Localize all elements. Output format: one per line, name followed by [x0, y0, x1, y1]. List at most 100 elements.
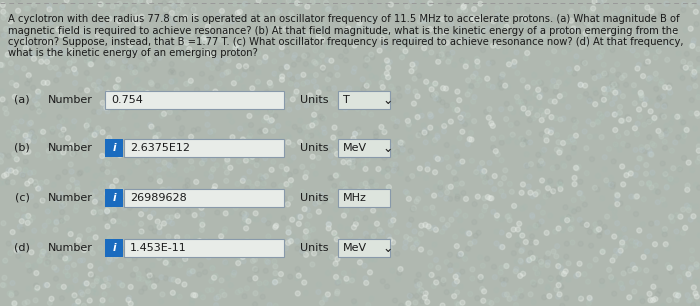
- Circle shape: [455, 194, 460, 199]
- Circle shape: [246, 196, 251, 201]
- Circle shape: [527, 118, 532, 123]
- Circle shape: [155, 105, 160, 110]
- Circle shape: [26, 149, 31, 154]
- Circle shape: [105, 209, 110, 214]
- Circle shape: [100, 182, 105, 187]
- Circle shape: [67, 30, 72, 35]
- Circle shape: [691, 41, 696, 46]
- Circle shape: [77, 146, 82, 151]
- Circle shape: [227, 31, 232, 36]
- Text: MeV: MeV: [343, 143, 367, 153]
- Circle shape: [486, 115, 491, 120]
- Circle shape: [621, 271, 626, 276]
- Circle shape: [313, 48, 318, 53]
- Circle shape: [87, 76, 92, 81]
- Circle shape: [613, 84, 618, 89]
- Circle shape: [477, 16, 482, 21]
- Circle shape: [244, 158, 248, 163]
- Circle shape: [406, 301, 411, 306]
- Circle shape: [199, 194, 204, 199]
- Circle shape: [682, 226, 687, 230]
- Circle shape: [570, 240, 575, 245]
- Circle shape: [453, 177, 458, 181]
- Circle shape: [491, 136, 496, 141]
- Circle shape: [202, 152, 206, 158]
- Circle shape: [216, 252, 221, 257]
- Circle shape: [127, 96, 133, 101]
- Circle shape: [601, 248, 606, 253]
- Circle shape: [690, 168, 695, 173]
- Circle shape: [471, 18, 476, 23]
- Circle shape: [314, 130, 319, 135]
- Circle shape: [242, 72, 247, 77]
- Circle shape: [472, 239, 477, 244]
- Circle shape: [293, 169, 298, 174]
- Circle shape: [199, 71, 204, 76]
- Circle shape: [522, 99, 527, 105]
- Circle shape: [550, 154, 556, 159]
- Circle shape: [680, 230, 685, 235]
- Circle shape: [216, 200, 221, 205]
- Circle shape: [139, 36, 143, 41]
- Circle shape: [656, 129, 661, 133]
- Circle shape: [58, 192, 63, 196]
- Circle shape: [465, 37, 470, 42]
- Circle shape: [158, 179, 162, 184]
- Circle shape: [153, 97, 158, 102]
- Circle shape: [3, 258, 8, 263]
- Circle shape: [141, 88, 146, 93]
- Circle shape: [163, 13, 168, 17]
- Circle shape: [60, 204, 64, 209]
- Circle shape: [451, 102, 456, 107]
- Circle shape: [682, 130, 687, 136]
- Circle shape: [267, 214, 272, 219]
- Circle shape: [680, 65, 685, 69]
- Circle shape: [241, 221, 246, 226]
- Circle shape: [311, 227, 316, 232]
- Circle shape: [548, 181, 553, 186]
- Circle shape: [473, 71, 478, 76]
- Circle shape: [57, 17, 62, 22]
- Circle shape: [553, 116, 558, 121]
- Circle shape: [209, 65, 215, 70]
- Circle shape: [290, 34, 295, 39]
- Circle shape: [648, 99, 653, 104]
- Circle shape: [663, 242, 668, 247]
- Circle shape: [691, 72, 696, 77]
- Circle shape: [646, 21, 652, 25]
- Circle shape: [548, 277, 553, 282]
- Circle shape: [692, 285, 696, 290]
- Circle shape: [382, 43, 387, 48]
- Circle shape: [38, 258, 43, 263]
- Circle shape: [475, 296, 480, 301]
- Circle shape: [653, 275, 658, 280]
- Circle shape: [139, 289, 143, 294]
- Circle shape: [460, 129, 465, 134]
- Circle shape: [551, 249, 556, 254]
- Circle shape: [88, 62, 92, 67]
- Circle shape: [24, 6, 29, 11]
- Circle shape: [282, 98, 287, 103]
- Circle shape: [412, 206, 416, 211]
- Circle shape: [480, 161, 484, 166]
- Circle shape: [678, 73, 683, 78]
- Circle shape: [424, 206, 428, 211]
- Circle shape: [224, 30, 229, 35]
- Circle shape: [426, 273, 431, 278]
- Circle shape: [500, 244, 505, 250]
- Circle shape: [182, 144, 187, 149]
- Circle shape: [314, 106, 319, 110]
- Circle shape: [29, 131, 34, 136]
- Circle shape: [645, 249, 650, 254]
- Circle shape: [32, 6, 36, 12]
- Circle shape: [433, 91, 438, 96]
- Circle shape: [130, 37, 135, 42]
- Circle shape: [393, 124, 398, 129]
- Circle shape: [519, 259, 524, 264]
- Circle shape: [89, 13, 94, 18]
- Circle shape: [615, 202, 620, 207]
- Circle shape: [428, 27, 433, 32]
- Circle shape: [469, 14, 474, 19]
- Circle shape: [550, 166, 555, 171]
- Text: Units: Units: [300, 243, 328, 253]
